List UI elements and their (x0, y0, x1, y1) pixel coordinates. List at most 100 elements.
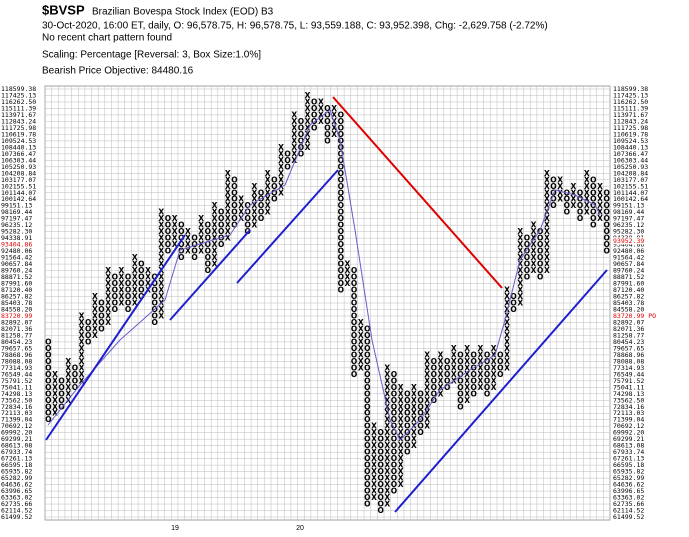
box-glyph: X (345, 279, 351, 288)
y-tick-label: 115111.39 (1, 104, 36, 112)
box-glyph: X (477, 363, 483, 372)
box-glyph: O (391, 441, 397, 450)
box-glyph: O (351, 279, 357, 288)
box-glyph: O (510, 292, 516, 301)
box-glyph: O (391, 376, 397, 385)
box-glyph: X (212, 208, 218, 217)
box-glyph: O (351, 363, 357, 372)
box-glyph: X (119, 266, 125, 275)
box-glyph: O (178, 221, 184, 230)
box-glyph: O (45, 337, 51, 346)
box-glyph: X (119, 273, 125, 282)
box-glyph: O (218, 208, 224, 217)
box-glyph: X (132, 253, 138, 262)
y-tick-label: 92480.06 (1, 247, 32, 255)
box-glyph: O (338, 162, 344, 171)
box-glyph: O (112, 279, 118, 288)
box-glyph: O (377, 435, 383, 444)
y-tick-label-right: 109524.53 (613, 137, 648, 145)
box-glyph: X (371, 448, 377, 457)
box-glyph: X (158, 247, 164, 256)
box-glyph: X (158, 214, 164, 223)
y-tick-label: 65935.82 (1, 468, 32, 476)
box-glyph: X (291, 110, 297, 119)
box-glyph: O (377, 493, 383, 502)
box-glyph: X (544, 169, 550, 178)
box-glyph: X (584, 175, 590, 184)
box-glyph: X (398, 428, 404, 437)
box-glyph: X (557, 195, 563, 204)
box-glyph: X (158, 253, 164, 262)
y-tick-label: 94338.91 (1, 234, 32, 242)
box-glyph: O (377, 474, 383, 483)
box-glyph: X (65, 389, 71, 398)
box-glyph: O (338, 279, 344, 288)
box-glyph: X (251, 221, 257, 230)
box-glyph: O (338, 195, 344, 204)
y-tick-label: 109524.53 (1, 137, 36, 145)
box-glyph: X (331, 123, 337, 132)
box-glyph: X (172, 227, 178, 236)
box-glyph: X (212, 253, 218, 262)
box-glyph: O (364, 376, 370, 385)
box-glyph: O (45, 344, 51, 353)
box-glyph: O (45, 363, 51, 372)
box-glyph: X (424, 409, 430, 418)
box-glyph: X (291, 130, 297, 139)
box-glyph: X (371, 435, 377, 444)
y-tick-label: 75791.52 (1, 377, 32, 385)
box-glyph: X (105, 298, 111, 307)
box-glyph: O (377, 500, 383, 509)
box-glyph: O (338, 130, 344, 139)
y-tick-label: 100142.64 (1, 195, 36, 203)
y-tick-label-right: 98169.44 (613, 208, 644, 216)
box-glyph: X (225, 227, 231, 236)
box-glyph: O (537, 234, 543, 243)
box-glyph: X (384, 396, 390, 405)
box-glyph: X (185, 247, 191, 256)
box-glyph: X (411, 389, 417, 398)
box-glyph: O (338, 247, 344, 256)
box-glyph: X (517, 240, 523, 249)
box-glyph: X (278, 143, 284, 152)
box-glyph: O (338, 149, 344, 158)
box-glyph: X (358, 337, 364, 346)
box-glyph: O (577, 195, 583, 204)
box-glyph: X (185, 240, 191, 249)
box-glyph: X (531, 234, 537, 243)
box-glyph: O (45, 396, 51, 405)
y-tick-label-right: 112843.24 (613, 117, 648, 125)
y-tick-label-right: 62735.66 (613, 500, 644, 508)
box-glyph: O (471, 389, 477, 398)
box-glyph: O (338, 201, 344, 210)
box-glyph: O (351, 344, 357, 353)
box-glyph: O (377, 441, 383, 450)
box-glyph: O (138, 266, 144, 275)
box-glyph: O (524, 234, 530, 243)
box-glyph: O (364, 363, 370, 372)
y-tick-label-right: 82892.07 (613, 318, 644, 326)
box-glyph: X (384, 415, 390, 424)
box-glyph: X (438, 389, 444, 398)
box-glyph: X (384, 467, 390, 476)
box-glyph: O (444, 357, 450, 366)
box-glyph: O (471, 376, 477, 385)
box-glyph: X (158, 260, 164, 269)
box-glyph: O (537, 273, 543, 282)
box-glyph: X (318, 110, 324, 119)
y-tick-label: 86257.82 (1, 293, 32, 301)
box-glyph: X (105, 266, 111, 275)
box-glyph: X (517, 253, 523, 262)
box-glyph: X (345, 266, 351, 275)
box-glyph: X (265, 201, 271, 210)
y-tick-label-right: 96235.12 (613, 221, 644, 229)
box-glyph: O (364, 422, 370, 431)
price-annotation: 93404.86 (1, 241, 32, 249)
